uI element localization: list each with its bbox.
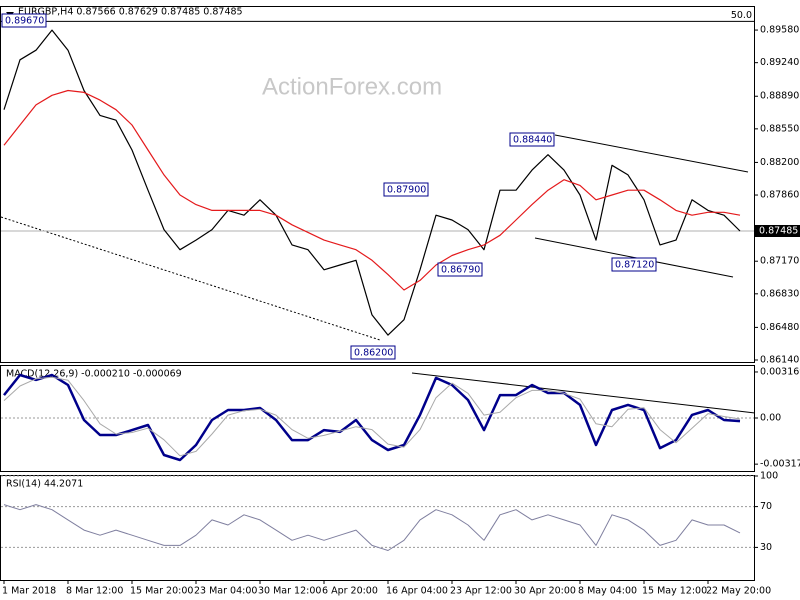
annotation-box [509,132,555,147]
price-label: 0.87485 [759,225,798,236]
x-tick-label: 1 Mar 2018 [2,586,56,597]
x-tick-label: 30 Mar 12:00 [258,586,321,597]
y-tick-label: -0.003177 [760,459,800,470]
y-tick-label: 100 [760,471,778,482]
y-tick-label: 0.88550 [760,123,799,134]
x-tick-label: 22 May 20:00 [706,586,771,597]
y-tick-label: 0.87170 [760,256,799,267]
trend-line [0,216,381,341]
chart-title: EURGBP,H4 0.87566 0.87629 0.87485 0.8748… [18,7,243,18]
x-tick-label: 8 May 04:00 [578,586,637,597]
annotation: 0.87900 [387,185,426,196]
series-line [3,89,741,291]
annotation-box [437,262,483,277]
y-tick-label: 0.88890 [760,91,799,102]
x-tick-label: 16 Apr 04:00 [386,586,448,597]
watermark: ActionForex.com [262,73,442,100]
y-tick-label: 70 [760,501,772,512]
y-tick-label: 0.86140 [760,355,799,366]
series-line [3,29,741,336]
y-tick-label: 0.00 [760,413,781,424]
annotation-box [383,182,429,197]
y-tick-label: 0.003169 [760,366,800,377]
annotation: 0.88440 [513,135,552,146]
channel-upper [554,134,749,173]
x-tick-label: 6 Apr 20:00 [322,586,378,597]
x-tick-label: 23 Mar 04:00 [194,586,257,597]
annotation: 0.89670 [5,16,44,27]
annotation: 0.86200 [354,348,393,359]
level-label: 50.0 [731,10,752,21]
y-tick-label: 0.86830 [760,288,799,299]
series-line [3,504,741,551]
x-tick-label: 15 May 12:00 [642,586,707,597]
price-label-box [755,224,800,237]
annotation-box [611,257,657,272]
macd-title: MACD(12,26,9) -0.000210 -0.000069 [6,369,182,380]
x-tick-label: 8 Mar 12:00 [66,586,123,597]
rsi-title: RSI(14) 44.2071 [6,479,83,490]
y-tick-label: 0.88200 [760,157,799,168]
y-tick-label: 30 [760,542,772,553]
y-tick-label: 0.86480 [760,322,799,333]
annotation: 0.86790 [441,265,480,276]
price-panel-frame [0,6,755,363]
x-tick-label: 23 Apr 12:00 [450,586,512,597]
y-tick-label: 0.89240 [760,57,799,68]
annotation-box [350,345,396,360]
series-line [3,373,741,462]
y-tick-label: 0.89580 [760,25,799,36]
y-tick-label: 0.87860 [760,190,799,201]
macd-trend-line [411,372,756,414]
x-tick-label: 15 Mar 20:00 [130,586,193,597]
annotation: 0.87120 [615,260,654,271]
series-line [3,376,741,457]
annotation-box [1,13,47,28]
x-tick-label: 30 Apr 20:00 [514,586,576,597]
